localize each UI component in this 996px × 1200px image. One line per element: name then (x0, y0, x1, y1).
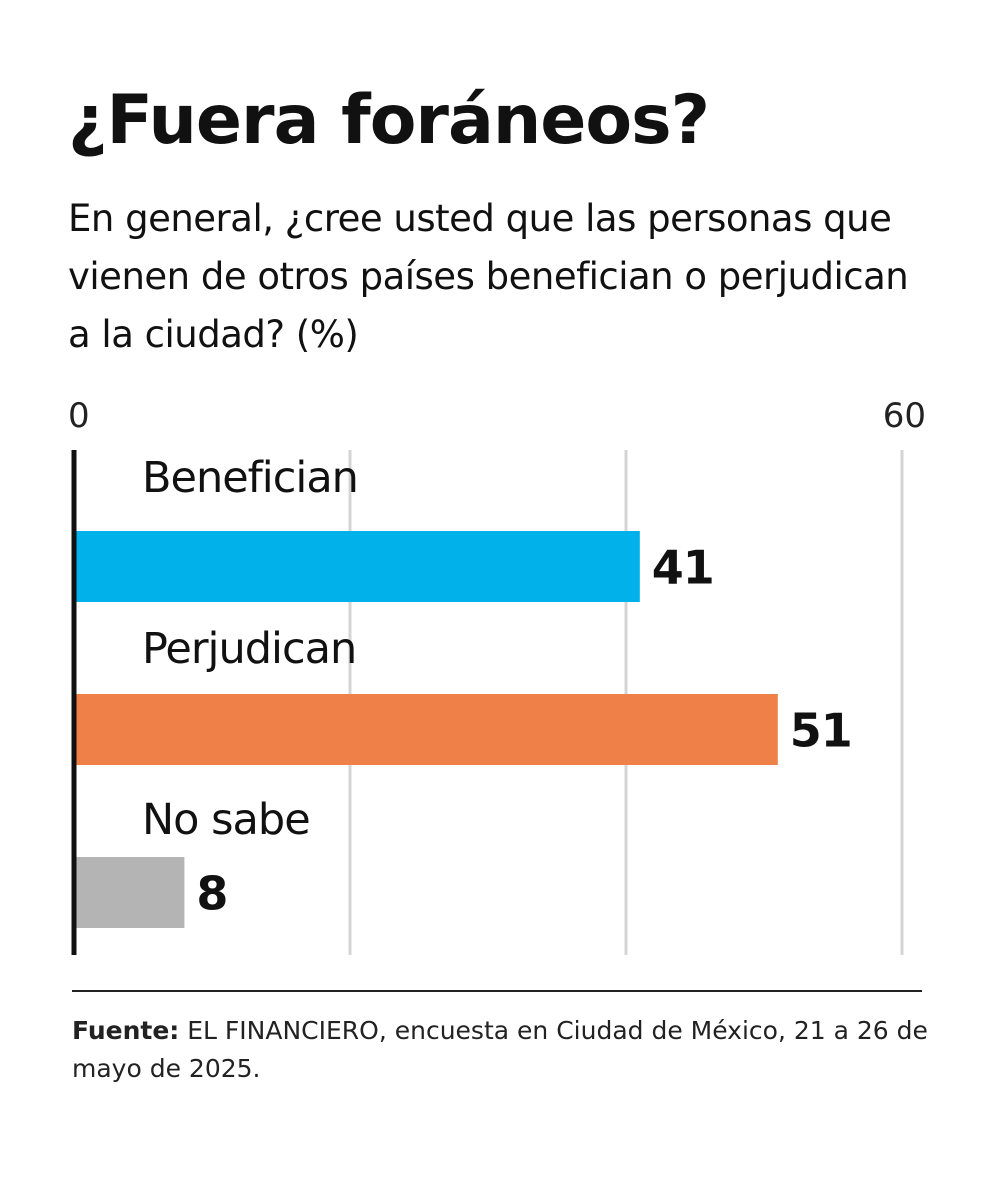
source-lead: Fuente: (72, 1016, 180, 1045)
category-label: Benefician (142, 453, 358, 503)
data-label: 51 (790, 704, 852, 758)
chart-subtitle: En general, ¿cree usted que las personas… (68, 197, 909, 356)
source-note: Fuente: EL FINANCIERO, encuesta en Ciuda… (72, 1012, 932, 1088)
category-label: No sabe (142, 795, 310, 845)
bar-perjudican (74, 694, 778, 765)
footer-divider (72, 990, 922, 992)
chart-title: ¿Fuera foráneos? (68, 81, 710, 160)
source-text: EL FINANCIERO, encuesta en Ciudad de Méx… (72, 1016, 928, 1083)
x-tick-label: 0 (68, 396, 90, 436)
bar-benefician (74, 531, 640, 602)
category-label: Perjudican (142, 624, 356, 674)
data-label: 41 (652, 541, 714, 595)
bar-no-sabe (74, 857, 185, 928)
data-label: 8 (196, 867, 227, 921)
x-tick-label: 60 (883, 396, 926, 436)
